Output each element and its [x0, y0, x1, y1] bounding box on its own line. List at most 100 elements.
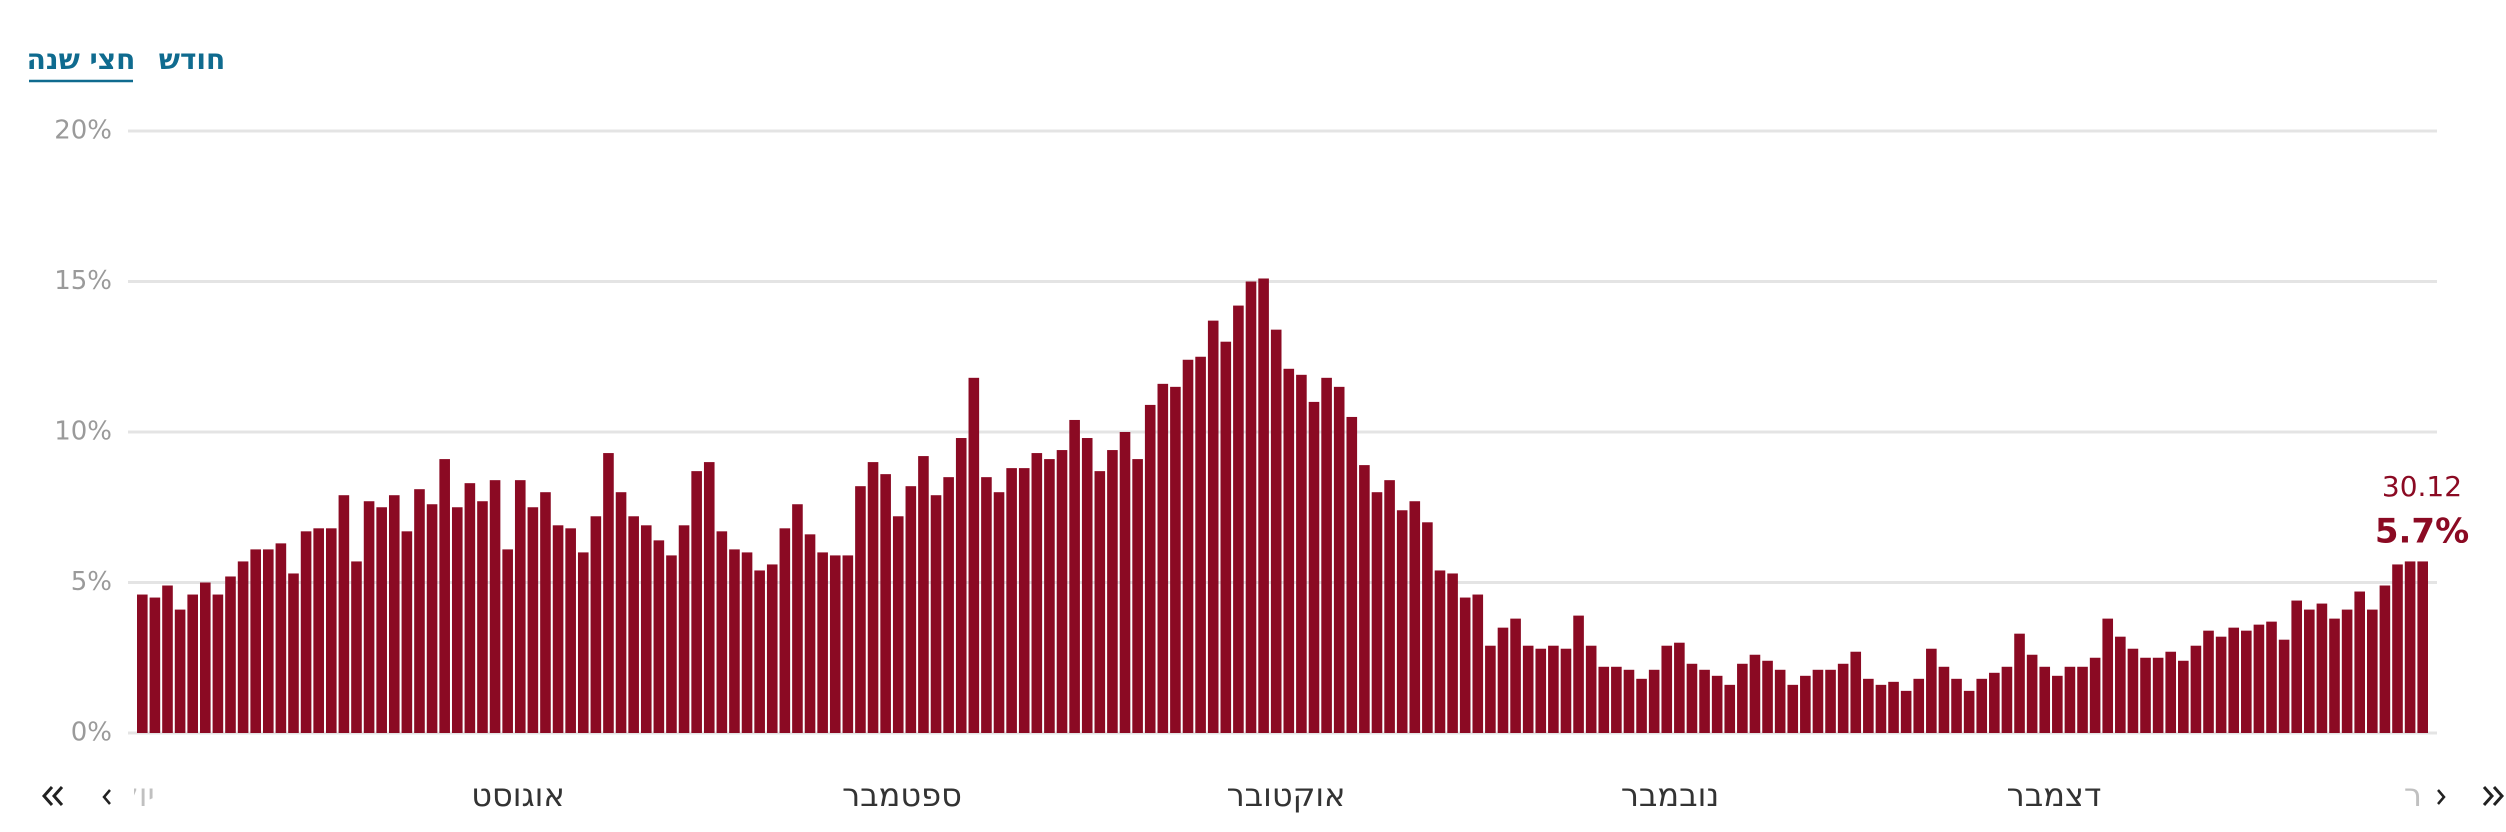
bar: [2253, 624, 2265, 733]
bar: [565, 528, 576, 733]
bar: [855, 486, 866, 733]
bar: [955, 438, 967, 733]
bar: [1485, 645, 1496, 733]
bar: [262, 549, 274, 733]
bar: [552, 525, 564, 733]
bar: [1081, 438, 1093, 733]
bar: [464, 483, 476, 733]
bar: [1800, 675, 1811, 733]
tab[interactable]: חצי שנה: [27, 43, 136, 76]
bar: [489, 480, 501, 733]
bar: [1396, 510, 1408, 733]
nav-last[interactable]: [2482, 786, 2505, 806]
bar: [477, 501, 488, 733]
bar: [2039, 666, 2051, 733]
bar: [2178, 660, 2189, 733]
bar: [2077, 666, 2088, 733]
bar: [225, 576, 236, 733]
bar: [1132, 459, 1143, 733]
nav-first[interactable]: [41, 786, 64, 806]
bar: [514, 480, 526, 733]
bar: [628, 516, 639, 733]
bar: [918, 456, 929, 733]
bar: [1220, 341, 1232, 733]
bar: [1056, 450, 1068, 733]
bar: [2392, 564, 2403, 733]
bar: [527, 507, 539, 733]
bar: [1308, 401, 1320, 733]
bar: [2089, 657, 2101, 733]
bar: [1044, 459, 1055, 733]
bar: [666, 555, 677, 733]
bar: [351, 561, 362, 733]
bar: [1283, 368, 1295, 733]
month-label: ינואר: [2404, 776, 2472, 814]
bar: [1296, 374, 1307, 733]
last-value-label: 5.7%: [2375, 512, 2469, 552]
bar: [149, 597, 161, 733]
bar: [1119, 432, 1131, 733]
bar: [880, 474, 891, 733]
bar: [1434, 570, 1446, 733]
bar: [930, 495, 942, 733]
bar: [300, 531, 312, 733]
bar: [1963, 690, 1975, 733]
bar: [1359, 465, 1370, 733]
bar: [640, 525, 652, 733]
month-label: ספטמבר: [842, 776, 962, 814]
bar: [2404, 561, 2416, 733]
bar: [1623, 669, 1635, 733]
y-tick-label: 20%: [54, 116, 112, 146]
bar: [137, 594, 148, 733]
bar: [766, 564, 778, 733]
bar: [2165, 651, 2177, 733]
bar: [187, 594, 198, 733]
bar: [993, 492, 1005, 733]
bar: [325, 528, 337, 733]
bar: [1233, 305, 1244, 733]
nav-next[interactable]: [2437, 789, 2446, 805]
month-label: יולי: [113, 776, 154, 814]
bar: [1737, 663, 1748, 733]
bar: [1510, 618, 1521, 733]
month-label: נובמבר: [1621, 776, 1719, 814]
bar: [2304, 609, 2315, 733]
bar: [792, 504, 803, 733]
bar: [615, 492, 627, 733]
bar: [1825, 669, 1836, 733]
bar: [288, 573, 299, 733]
bar: [439, 459, 450, 733]
bar: [2341, 609, 2353, 733]
bar: [2228, 627, 2240, 733]
bar: [1636, 678, 1647, 733]
bar: [1459, 597, 1471, 733]
bar: [338, 495, 350, 733]
nav-prev[interactable]: [102, 789, 111, 805]
bar: [1321, 377, 1332, 733]
bar: [1573, 615, 1584, 733]
bar: [426, 504, 438, 733]
bar: [2367, 609, 2378, 733]
bar: [1812, 669, 1824, 733]
bar: [1018, 468, 1030, 733]
bar: [678, 525, 690, 733]
bar: [2190, 645, 2202, 733]
y-tick-label: 10%: [54, 417, 112, 447]
y-tick-label: 5%: [71, 567, 112, 597]
bar: [804, 534, 816, 733]
bar: [1699, 669, 1710, 733]
bar: [1472, 594, 1484, 733]
bar: [540, 492, 551, 733]
bar: [2291, 600, 2303, 733]
bar: [729, 549, 740, 733]
bar: [2278, 639, 2290, 733]
bar: [842, 555, 854, 733]
bar: [2152, 657, 2164, 733]
bar: [2064, 666, 2076, 733]
bar: [451, 507, 463, 733]
bar: [502, 549, 513, 733]
bar: [162, 585, 173, 733]
tab[interactable]: חודש: [159, 43, 226, 76]
bar: [401, 531, 413, 733]
